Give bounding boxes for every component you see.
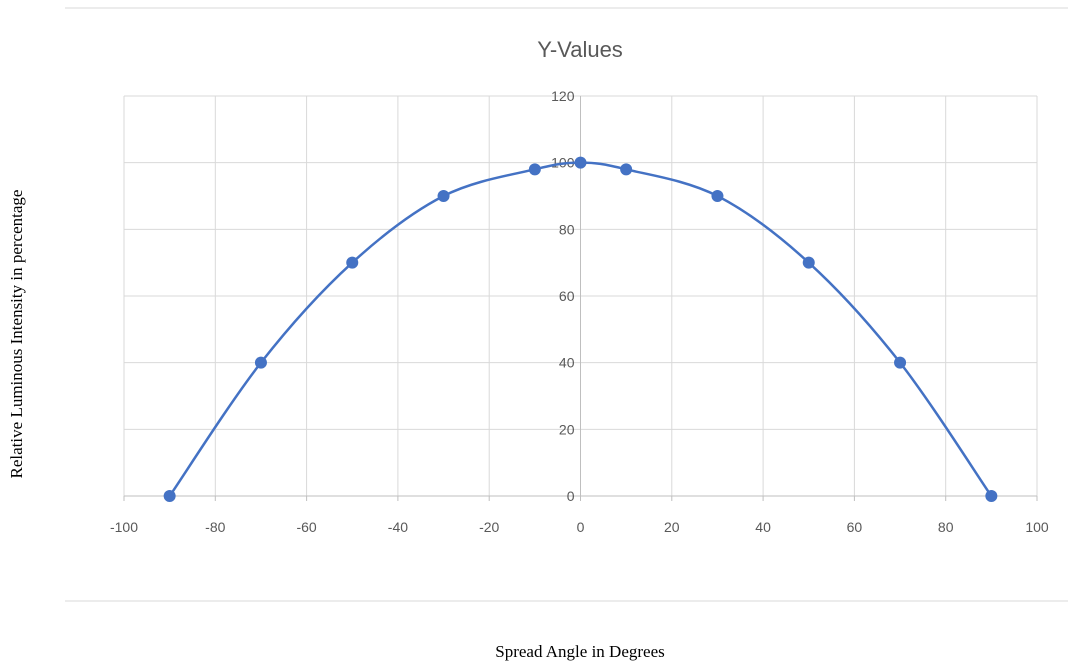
x-tick-label: -40: [388, 519, 408, 535]
x-tick-label: 100: [1025, 519, 1049, 535]
y-tick-label: 40: [559, 355, 575, 371]
x-tick-label: 60: [847, 519, 863, 535]
data-point: [802, 256, 815, 269]
data-point: [620, 163, 633, 176]
y-tick-label: 60: [559, 288, 575, 304]
y-tick-label: 20: [559, 421, 575, 437]
series: [163, 156, 998, 502]
y-axis-title: Relative Luminous Intensity in percentag…: [7, 190, 26, 479]
data-point: [254, 356, 267, 369]
x-tick-label: -20: [479, 519, 499, 535]
x-tick-label: -60: [296, 519, 316, 535]
data-point: [163, 490, 176, 502]
data-point: [346, 256, 359, 269]
data-point: [894, 356, 907, 369]
x-axis-title: Spread Angle in Degrees: [495, 642, 664, 661]
x-tick-label: -100: [110, 519, 138, 535]
data-point: [437, 190, 450, 202]
x-tick-label: 40: [755, 519, 771, 535]
data-point: [985, 490, 998, 502]
x-tick-label: -80: [205, 519, 225, 535]
data-point: [528, 163, 541, 176]
tick-labels: -100 -80 -60 -40 -20 0 20 40 60 80 100020406080100…: [110, 88, 1049, 535]
x-tick-label: 0: [577, 519, 585, 535]
y-tick-label: 0: [567, 488, 575, 504]
y-tick-label: 120: [551, 88, 575, 104]
data-point: [574, 156, 587, 169]
x-tick-label: 20: [664, 519, 680, 535]
chart-title: Y-Values: [537, 37, 623, 62]
y-tick-label: 80: [559, 221, 575, 237]
data-point: [711, 190, 724, 202]
x-tick-label: 80: [938, 519, 954, 535]
